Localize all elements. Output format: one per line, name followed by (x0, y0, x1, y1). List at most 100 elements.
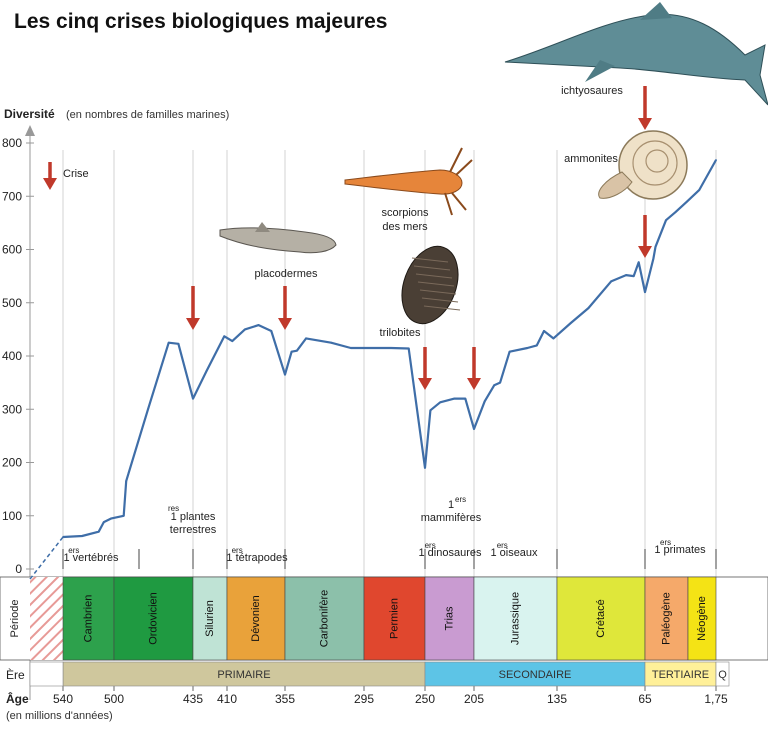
data-point (569, 322, 572, 324)
period-label: Crétacé (595, 599, 607, 638)
fauna-label: des mers (382, 221, 428, 233)
period-cell (556, 576, 646, 661)
crisis-arrow-head (418, 378, 432, 390)
legend-label: Crise (63, 168, 89, 180)
age-tick-label: 135 (547, 692, 567, 706)
data-point (453, 397, 456, 400)
annotation-sup: ers (660, 538, 671, 547)
crisis-arrow-head (186, 318, 200, 330)
age-tick-label: 205 (464, 692, 484, 706)
legend-crisis-arrow-head (43, 178, 57, 190)
period-axis-label: Période (9, 600, 21, 638)
data-point (543, 330, 545, 332)
data-point (110, 517, 113, 520)
ichthyosaur-illustration (504, 2, 768, 106)
data-point (205, 370, 208, 372)
sea-scorpion-legs (444, 147, 473, 216)
data-point (81, 535, 84, 537)
data-point (493, 384, 496, 387)
data-point (508, 350, 511, 353)
annotation-sup: ers (68, 546, 79, 555)
data-point (231, 340, 234, 342)
data-point (257, 324, 260, 327)
placoderm-illustration (219, 222, 337, 254)
period-label: Dévonien (250, 595, 262, 641)
annotation-sup: ers (455, 495, 466, 504)
age-tick-label: 500 (104, 692, 124, 706)
data-point (167, 341, 170, 344)
period-cell (284, 576, 365, 661)
data-point (407, 347, 410, 350)
annotation-sup: res (168, 504, 179, 513)
x-axis-title-note: (en millions d'années) (6, 710, 113, 722)
ammonite-whorl (632, 140, 678, 186)
y-axis-title-note: (en nombres de familles marines) (66, 109, 229, 121)
crisis-arrow-head (278, 318, 292, 330)
y-tick-label: 100 (2, 509, 22, 523)
ammonite-shell (618, 130, 688, 200)
period-label: Néogène (696, 596, 708, 641)
fauna-illustrations: ichtyosaures ammonites scorpions des mers tr… (219, 2, 768, 339)
data-point (122, 514, 125, 517)
ammonite-whorl (645, 149, 669, 173)
age-tick-label: 540 (53, 692, 73, 706)
period-cell (62, 576, 115, 661)
data-point (665, 219, 667, 222)
y-tick-label: 400 (2, 349, 22, 363)
era-cell (644, 661, 717, 687)
annotation-text: 1 primates (654, 544, 706, 556)
period-cell (473, 576, 558, 661)
trilobite-body (401, 245, 459, 325)
period-cell (424, 576, 475, 661)
data-point (632, 275, 635, 278)
fauna-label: ammonites (564, 153, 618, 165)
ammonite-illustration (598, 130, 688, 200)
period-cell (687, 576, 717, 661)
data-point (535, 344, 538, 347)
grid-lines (62, 150, 717, 577)
age-tick-label: 435 (183, 692, 203, 706)
era-label: TERTIAIRE (652, 669, 709, 681)
placoderm-body (219, 227, 337, 254)
data-point (552, 337, 555, 340)
data-point (464, 397, 467, 400)
data-point (177, 342, 180, 345)
age-tick-label: 1,75 (704, 692, 728, 706)
sea-scorpion-illustration (344, 147, 473, 216)
data-point (499, 381, 501, 384)
data-point (587, 307, 590, 309)
data-point (102, 521, 105, 524)
crisis-markers: Crise (43, 86, 652, 390)
data-point (305, 337, 307, 340)
data-point (610, 280, 612, 283)
period-cell (363, 576, 426, 661)
annotation-text: 1 oiseaux (490, 547, 538, 559)
y-tick-label: 200 (2, 456, 22, 470)
y-axis-arrow (25, 125, 35, 136)
data-point (526, 347, 529, 349)
x-axis-title: Âge (6, 691, 29, 706)
trilobite-segment (423, 305, 461, 311)
annotation-line: terrestres (170, 524, 217, 536)
trilobite-segment (411, 257, 449, 263)
data-point (439, 401, 442, 404)
placoderm-fin (255, 222, 270, 232)
trilobite-segment (415, 273, 453, 279)
y-tick-label: 800 (2, 136, 22, 150)
chart-title: Les cinq crises biologiques majeures (14, 10, 388, 33)
era-cell (715, 661, 730, 687)
data-point (192, 397, 194, 400)
data-point (674, 211, 677, 214)
trilobite-segment (421, 297, 459, 303)
period-cell (113, 576, 194, 661)
data-point (483, 400, 486, 403)
annotation-sup: ers (425, 541, 436, 550)
era-label: Q (718, 669, 727, 681)
precambrian-hatch (30, 577, 63, 660)
trilobite-segment (417, 281, 455, 287)
y-tick-label: 600 (2, 243, 22, 257)
data-point (625, 274, 628, 276)
